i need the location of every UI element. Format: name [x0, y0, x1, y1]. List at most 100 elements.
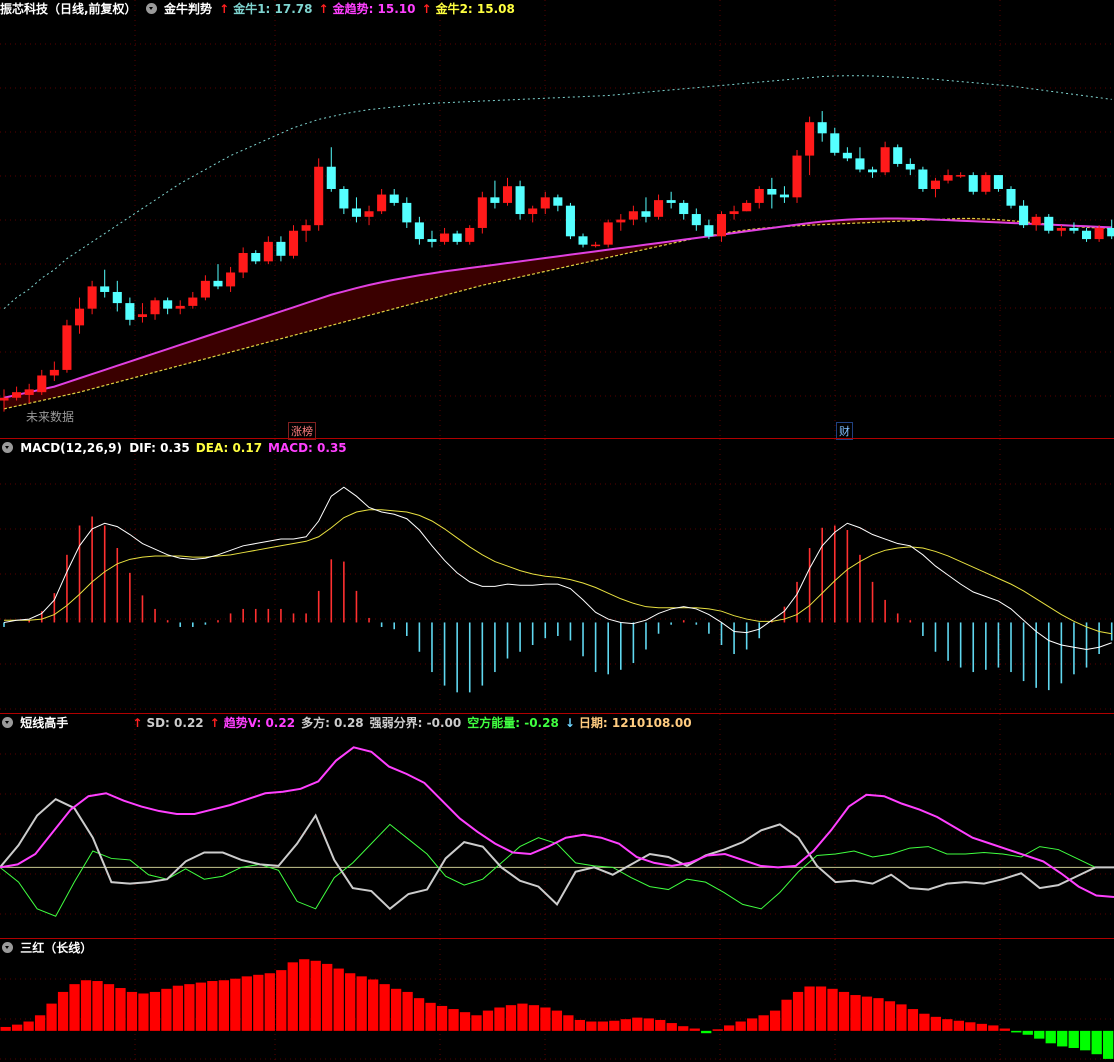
sanhong-bar — [115, 988, 126, 1031]
sanhong-bar — [126, 991, 138, 1031]
indicator-label: 日期: — [578, 716, 612, 730]
candle — [427, 239, 437, 242]
sanhong-bar — [792, 991, 804, 1031]
series-sd-line — [0, 797, 1114, 911]
sanhong-bar — [218, 980, 229, 1031]
sanhong-bar — [609, 1020, 620, 1031]
series-dea-line — [4, 509, 1112, 635]
series-base-line — [3, 217, 1112, 410]
indicator-number: 1210108.00 — [611, 716, 692, 730]
sanhong-bar — [574, 1019, 586, 1031]
sanhong-bar — [34, 1015, 46, 1031]
sanhong-bar — [1045, 1030, 1056, 1044]
candle — [351, 208, 361, 217]
indicator-number: -0.00 — [426, 716, 462, 730]
trend-arrow-icon: ↑ — [209, 716, 220, 730]
shortline-chart[interactable] — [0, 714, 1114, 938]
settings-gear-icon[interactable] — [2, 442, 13, 453]
settings-gear-icon[interactable] — [145, 3, 157, 14]
candle — [326, 166, 336, 189]
sanhong-bar — [230, 978, 241, 1031]
sanhong-pane[interactable]: 三红（长线） — [0, 939, 1114, 1062]
tag-left[interactable]: 涨榜 — [288, 422, 316, 440]
settings-gear-icon[interactable] — [2, 942, 13, 953]
macd-pane[interactable]: MACD(12,26,9) DIF: 0.35 DEA: 0.17 MACD: 0.… — [0, 439, 1114, 713]
sanhong-bar — [540, 1007, 551, 1031]
candle — [1107, 227, 1114, 237]
indicator-number: 17.78 — [274, 2, 313, 16]
tag-right[interactable]: 财 — [836, 422, 853, 440]
candle — [37, 375, 47, 393]
trend-arrow-icon: ↑ — [132, 716, 143, 730]
candle — [301, 225, 311, 231]
candle — [1044, 216, 1054, 231]
sanhong-bar — [345, 973, 356, 1031]
indicator-value: 金趋势: 15.10 — [333, 2, 419, 16]
sanhong-bar — [379, 984, 390, 1031]
sanhong-bar — [678, 1026, 689, 1031]
shortline-values: ↑ SD: 0.22 ↑ 趋势V: 0.22 多方: 0.28 强弱分界: -0.00 空方… — [132, 716, 697, 730]
sanhong-bar — [861, 996, 873, 1031]
trend-arrow-icon: ↑ — [421, 2, 432, 16]
sanhong-bar — [505, 1005, 517, 1031]
sanhong-bar — [1034, 1030, 1045, 1039]
macd-name: MACD(12,26,9) — [20, 441, 123, 455]
price-pane[interactable]: 振芯科技（日线,前复权） 金牛判势 ↑ 金牛1: 17.78 ↑ 金趋势: 15.10… — [0, 0, 1114, 440]
candle — [628, 211, 638, 220]
sanhong-bar — [276, 970, 287, 1031]
sanhong-bar — [827, 988, 838, 1031]
series-bear-energy-line — [0, 823, 1114, 917]
sanhong-bar — [482, 1010, 494, 1031]
candle — [603, 222, 613, 245]
sanhong-bar — [838, 991, 850, 1031]
settings-gear-icon[interactable] — [2, 717, 13, 728]
candle — [1056, 227, 1066, 231]
sanhong-bar — [746, 1018, 758, 1031]
pane-divider[interactable] — [0, 438, 1114, 439]
candle — [0, 397, 9, 401]
sanhong-bar — [11, 1024, 23, 1031]
indicator-value: DEA: 0.17 — [196, 441, 265, 455]
sanhong-chart[interactable] — [0, 939, 1114, 1062]
indicator-number: 0.17 — [232, 441, 263, 455]
indicator-label: SD: — [146, 716, 175, 730]
sanhong-bar — [494, 1007, 505, 1031]
candle — [188, 297, 198, 306]
sanhong-bar — [149, 991, 161, 1031]
candle — [1006, 188, 1016, 206]
candle — [402, 202, 412, 223]
candle — [288, 230, 299, 256]
sanhong-header: 三红（长线） — [0, 939, 95, 957]
pane-divider[interactable] — [0, 938, 1114, 939]
candlestick-chart[interactable] — [0, 0, 1114, 438]
candle — [968, 175, 978, 192]
sanhong-bar — [517, 1003, 528, 1031]
trend-arrow-icon: ↓ — [564, 716, 575, 730]
sanhong-bar — [459, 1012, 471, 1031]
candle — [754, 188, 764, 203]
candle — [74, 308, 85, 326]
series-trend-v-line — [0, 746, 1114, 898]
price-pane-header: 振芯科技（日线,前复权） 金牛判势 ↑ 金牛1: 17.78 ↑ 金趋势: 15.10… — [0, 0, 524, 18]
candle — [100, 286, 110, 292]
sanhong-bar — [850, 995, 861, 1031]
sanhong-bar — [930, 1016, 942, 1031]
candle — [716, 214, 727, 237]
shortline-pane[interactable]: 短线高手 ↑ SD: 0.22 ↑ 趋势V: 0.22 多方: 0.28 强弱分界: -0… — [0, 714, 1114, 938]
series-trend-line — [3, 217, 1112, 399]
candle — [200, 280, 210, 298]
sanhong-bar — [322, 963, 333, 1031]
candle — [830, 133, 840, 153]
sanhong-bar — [138, 993, 149, 1031]
candle — [565, 205, 575, 237]
sanhong-bar — [390, 988, 402, 1031]
macd-chart[interactable] — [0, 439, 1114, 713]
sanhong-bar — [965, 1022, 976, 1031]
sanhong-bar — [1103, 1030, 1114, 1059]
sanhong-name: 三红（长线） — [20, 941, 93, 955]
pane-divider[interactable] — [0, 713, 1114, 714]
candle — [251, 253, 261, 262]
candle — [364, 211, 374, 217]
candle — [339, 188, 349, 209]
indicator-number: 0.22 — [174, 716, 204, 730]
